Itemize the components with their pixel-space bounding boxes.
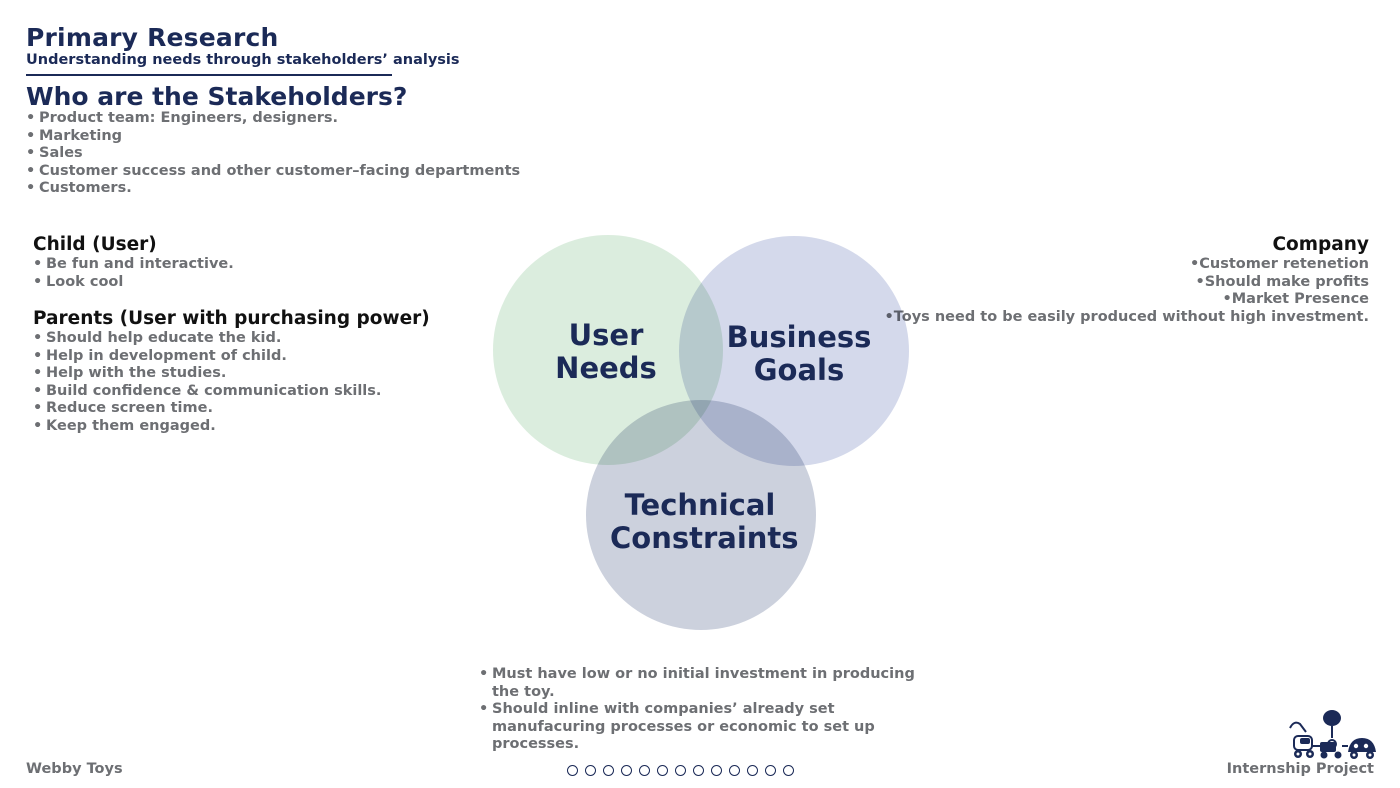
- pager-dot[interactable]: [603, 765, 614, 776]
- company-group: Company •Customer retenetion •Should mak…: [881, 234, 1369, 326]
- company-heading: Company: [1272, 234, 1369, 255]
- parents-list: • Should help educate the kid. • Help in d…: [33, 330, 430, 435]
- list-item: • Customer success and other customer–fac…: [26, 162, 521, 179]
- list-item: • Build confidence & communication skills…: [33, 382, 382, 399]
- page-subtitle: Understanding needs through stakeholders…: [26, 52, 460, 68]
- list-item: • Reduce screen time.: [33, 400, 213, 416]
- list-item: • Product team: Engineers, designers.: [26, 110, 339, 126]
- parents-heading: Parents (User with purchasing power): [33, 308, 430, 329]
- pager-dot[interactable]: [711, 765, 722, 776]
- child-group: Child (User) • Be fun and interactive. • L…: [33, 234, 234, 291]
- technical-constraints-circle: [586, 400, 816, 630]
- pager-dot[interactable]: [765, 765, 776, 776]
- business-goals-label: Business Goals: [726, 320, 872, 387]
- title-divider: [26, 74, 392, 76]
- child-heading: Child (User): [33, 234, 157, 255]
- child-list: • Be fun and interactive. • Look cool: [33, 256, 234, 291]
- list-item: • Look cool: [33, 273, 124, 290]
- pager-dot[interactable]: [585, 765, 596, 776]
- parents-group: Parents (User with purchasing power) • Sh…: [33, 308, 430, 435]
- venn-diagram: [493, 235, 909, 630]
- pager-dot[interactable]: [621, 765, 632, 776]
- pager-dot[interactable]: [783, 765, 794, 776]
- list-item: • Help in development of child.: [33, 347, 287, 364]
- pager-dot[interactable]: [729, 765, 740, 776]
- list-item: • Should inline with companies’ already s…: [479, 701, 875, 752]
- technical-constraints-label: Technical Constraints: [610, 488, 799, 555]
- footer-project: Internship Project: [1226, 761, 1374, 777]
- list-item: • Be fun and interactive.: [33, 256, 234, 272]
- list-item: •Customer retenetion: [1189, 256, 1369, 272]
- list-item: • Customers.: [26, 180, 132, 196]
- pager-dot[interactable]: [657, 765, 668, 776]
- list-item: • Sales: [26, 145, 83, 161]
- list-item: • Help with the studies.: [33, 365, 227, 381]
- list-item: • Must have low or no initial investment …: [479, 666, 915, 700]
- list-item: •Should make profits: [1195, 273, 1369, 290]
- list-item: • Keep them engaged.: [33, 417, 216, 434]
- user-needs-label: User Needs: [555, 318, 657, 385]
- pager-dot[interactable]: [747, 765, 758, 776]
- list-item: •Toys need to be easily produced without…: [885, 308, 1369, 325]
- slide-pager[interactable]: [567, 765, 794, 776]
- page-title: Primary Research: [26, 23, 279, 52]
- toy-train-icon: [1289, 710, 1376, 759]
- list-item: •Market Presence: [1222, 291, 1369, 307]
- list-item: • Marketing: [26, 127, 123, 144]
- stakeholder-list: • Product team: Engineers, designers. • Ma…: [26, 110, 520, 198]
- section-heading: Who are the Stakeholders?: [26, 82, 408, 111]
- pager-dot[interactable]: [675, 765, 686, 776]
- list-item: • Should help educate the kid.: [33, 330, 282, 346]
- technical-list: • Must have low or no initial investment …: [479, 666, 919, 754]
- pager-dot[interactable]: [693, 765, 704, 776]
- company-list: •Customer retenetion •Should make profit…: [881, 256, 1369, 326]
- footer-brand: Webby Toys: [26, 761, 123, 777]
- pager-dot[interactable]: [567, 765, 578, 776]
- pager-dot[interactable]: [639, 765, 650, 776]
